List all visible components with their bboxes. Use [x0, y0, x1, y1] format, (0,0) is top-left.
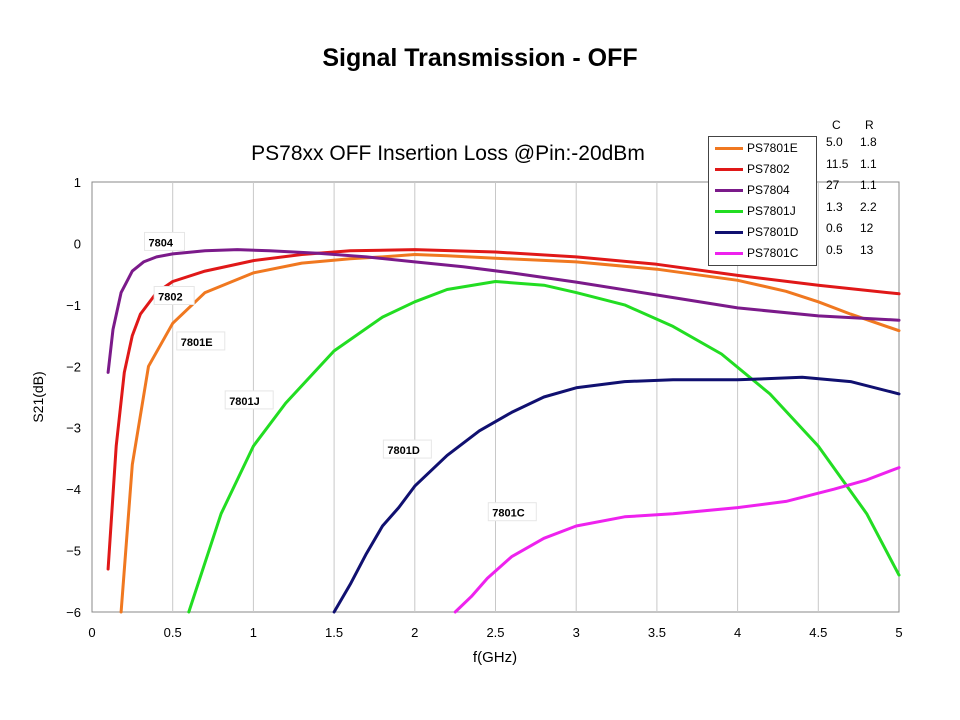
cr-value-r: 1.1	[860, 178, 877, 192]
y-axis-label: S21(dB)	[30, 371, 46, 422]
cr-table-row: 0.6 12	[824, 221, 894, 237]
legend-item: PS7801J	[715, 202, 796, 220]
series-line-ps7801j	[187, 280, 901, 614]
series-line-ps7804	[106, 248, 901, 374]
legend-label: PS7802	[747, 162, 790, 176]
legend-swatch	[715, 188, 743, 192]
chart-title: PS78xx OFF Insertion Loss @Pin:-20dBm	[251, 142, 645, 165]
legend-swatch	[715, 167, 743, 171]
curve-label-box	[143, 231, 185, 251]
legend-swatch	[715, 230, 743, 234]
curve-label-box	[224, 390, 274, 410]
legend-label: PS7804	[747, 183, 790, 197]
series-line-ps7801d	[332, 375, 901, 614]
legend-item: PS7802	[715, 160, 790, 178]
cr-value-r: 1.1	[860, 156, 877, 171]
curve-label: 7801C	[487, 502, 537, 522]
x-tick-label: 0.5	[164, 625, 182, 640]
cr-table-row: 5.0 1.8	[824, 135, 894, 151]
y-tick-label: −5	[66, 544, 81, 559]
y-tick-label: −1	[66, 298, 81, 313]
y-tick-label: 0	[74, 236, 81, 251]
series-lines	[106, 248, 901, 614]
legend-swatch	[715, 251, 743, 255]
curve-label: 7804	[143, 231, 185, 251]
cr-value-c: 0.5	[826, 242, 843, 257]
curve-label: 7801E	[176, 331, 226, 351]
cr-value-c: 11.5	[826, 156, 849, 171]
cr-header-c: C	[832, 118, 841, 132]
legend-item: PS7801C	[715, 244, 798, 262]
legend-label: PS7801J	[747, 204, 796, 218]
cr-value-c: 5.0	[826, 135, 843, 149]
cr-table-row: 27 1.1	[824, 178, 894, 194]
x-tick-labels: 0 0.5 1 1.5 2 2.5 3 3.5 4 4.5 5	[88, 625, 902, 640]
curve-label-text: 7801C	[492, 508, 524, 520]
legend: PS7801E PS7802 PS7804 PS7801J PS7801D PS7801C	[708, 136, 817, 266]
cr-value-c: 1.3	[826, 199, 843, 214]
legend-label: PS7801D	[747, 225, 799, 239]
cr-table-row: 11.5 1.1	[824, 157, 894, 173]
series-line-ps7801c	[453, 466, 901, 614]
curve-label-box	[153, 285, 195, 305]
x-tick-label: 1	[250, 625, 257, 640]
x-tick-label: 5	[895, 625, 902, 640]
legend-item: PS7801D	[715, 223, 798, 241]
cr-value-r: 13	[860, 242, 874, 257]
y-tick-labels: 1 0 −1 −2 −3 −4 −5 −6	[66, 175, 81, 620]
cr-value-r: 2.2	[860, 199, 877, 214]
x-tick-label: 3.5	[648, 625, 666, 640]
x-tick-label: 4.5	[809, 625, 827, 640]
series-line-ps7801e	[119, 253, 901, 614]
x-tick-label: 4	[734, 625, 741, 640]
y-tick-label: −2	[66, 359, 81, 374]
legend-swatch	[715, 209, 743, 213]
curve-label: 7802	[153, 285, 195, 305]
cr-header-r: R	[865, 118, 874, 132]
series-line-ps7802	[106, 248, 901, 571]
x-tick-label: 0	[88, 625, 95, 640]
cr-value-c: 0.6	[826, 221, 843, 235]
legend-label: PS7801E	[747, 141, 798, 155]
grid-lines	[172, 182, 819, 612]
y-tick-label: −4	[66, 482, 81, 497]
x-tick-label: 2.5	[486, 625, 504, 640]
curve-label-text: 7801E	[181, 337, 213, 349]
y-tick-label: −3	[66, 421, 81, 436]
x-axis-label: f(GHz)	[473, 649, 517, 666]
legend-swatch	[715, 146, 743, 150]
cr-table-row: 1.3 2.2	[824, 200, 894, 216]
curve-label-text: 7801D	[387, 445, 419, 457]
y-tick-label: 1	[74, 175, 81, 190]
curve-label: 7801J	[224, 390, 274, 410]
curve-annotations: 7804 7802 7801E 7801J 7801D 7801C	[143, 231, 537, 522]
x-tick-label: 2	[411, 625, 418, 640]
cr-value-r: 12	[860, 221, 874, 235]
curve-label-box	[176, 331, 226, 351]
x-tick-label: 1.5	[325, 625, 343, 640]
curve-label-box	[382, 439, 432, 459]
cr-table-row: 0.5 13	[824, 243, 894, 259]
y-tick-label: −6	[66, 605, 81, 620]
curve-label-text: 7801J	[229, 396, 260, 408]
curve-label-text: 7804	[148, 237, 173, 249]
slide-title: Signal Transmission - OFF	[322, 44, 638, 72]
curve-label: 7801D	[382, 439, 432, 459]
legend-label: PS7801C	[747, 246, 799, 260]
cr-value-c: 27	[826, 178, 840, 192]
legend-item: PS7801E	[715, 139, 798, 157]
curve-label-text: 7802	[158, 291, 182, 303]
curve-label-box	[487, 502, 537, 522]
cr-table-header: C R	[824, 118, 894, 134]
x-tick-label: 3	[573, 625, 580, 640]
legend-item: PS7804	[715, 181, 790, 199]
cr-value-r: 1.8	[860, 135, 877, 149]
